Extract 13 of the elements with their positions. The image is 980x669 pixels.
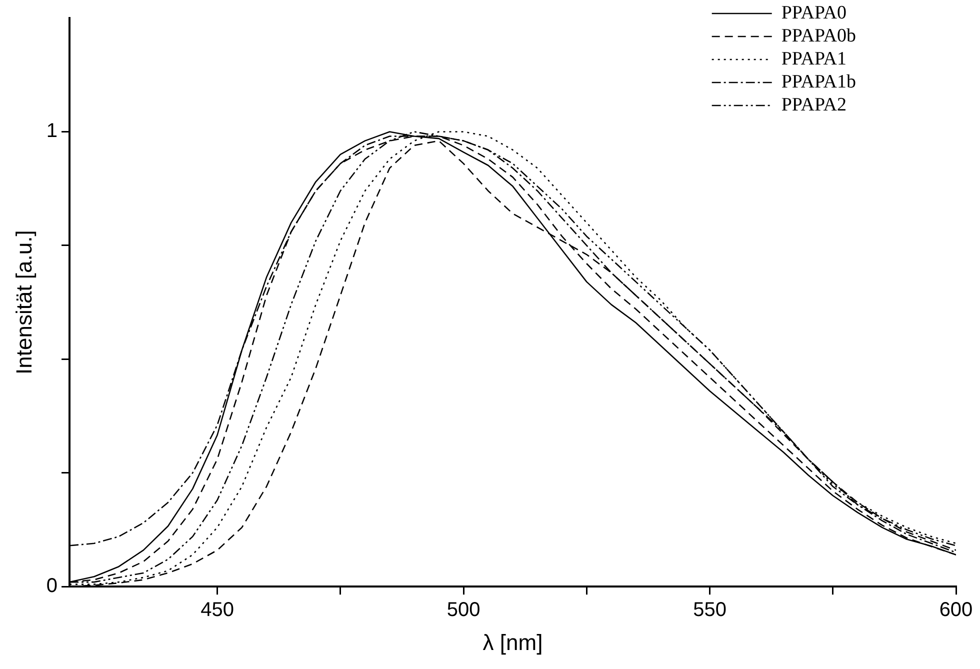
y-tick-label: 1 — [46, 120, 58, 142]
y-axis-title: Intensität [a.u.] — [11, 230, 36, 374]
x-tick-label: 450 — [200, 599, 234, 622]
legend-label: PPAPA2 — [781, 94, 846, 116]
y-tick-label: 0 — [46, 575, 58, 598]
x-tick-label: 500 — [446, 599, 480, 622]
x-tick-label: 550 — [693, 599, 726, 622]
x-tick-label: 600 — [939, 599, 973, 622]
legend-label: PPAPA1 — [781, 48, 846, 70]
legend-label: PPAPA0 — [781, 2, 846, 24]
legend-label: PPAPA1b — [781, 71, 856, 92]
legend-label: PPAPA0b — [781, 25, 856, 46]
x-axis-title: λ [nm] — [482, 630, 543, 655]
